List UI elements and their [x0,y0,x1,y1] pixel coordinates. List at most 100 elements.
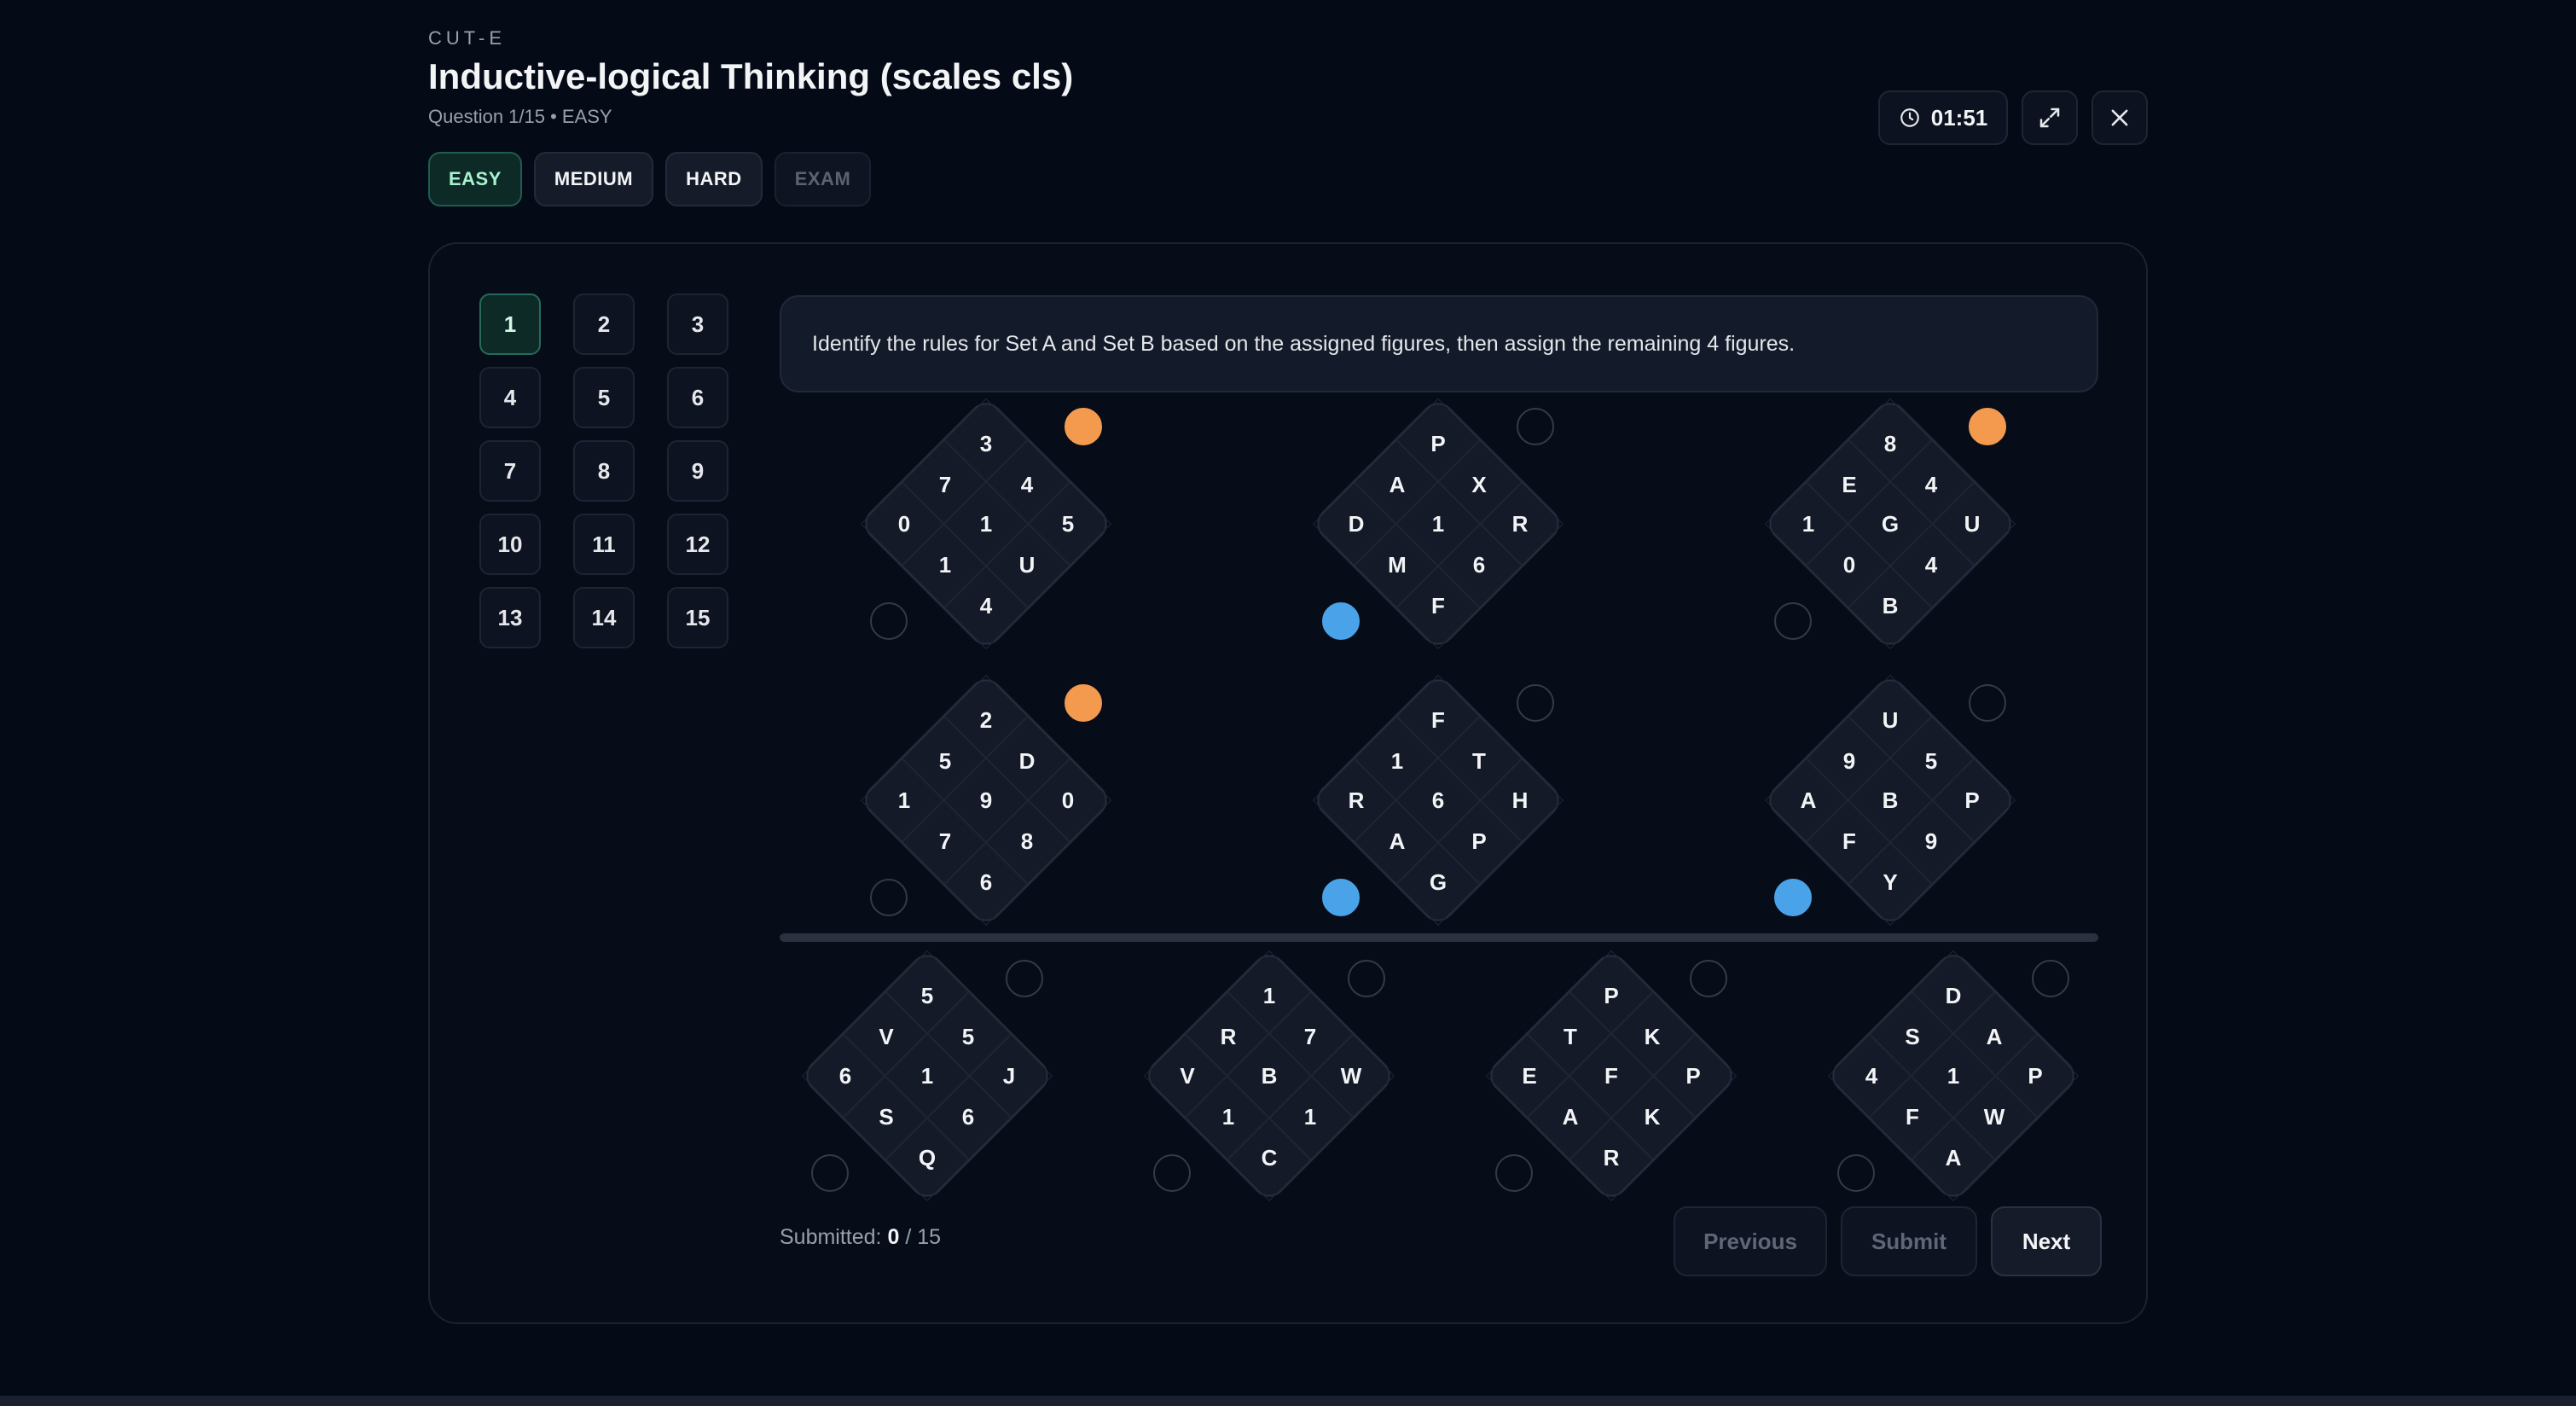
question-button-12[interactable]: 12 [667,514,728,575]
figure-symbol: D [1018,747,1036,774]
submitted-total: / 15 [905,1225,942,1249]
difficulty-tabs: EASY MEDIUM HARD EXAM [428,152,872,206]
tab-medium[interactable]: MEDIUM [533,152,654,206]
question-button-11[interactable]: 11 [573,514,635,575]
figure-symbol: 5 [961,1023,975,1049]
fullscreen-button[interactable] [2022,90,2078,145]
question-button-2[interactable]: 2 [573,293,635,355]
set-b-marker[interactable] [1837,1154,1875,1192]
figure-symbol: 5 [1061,510,1075,537]
question-button-14[interactable]: 14 [573,587,635,648]
question-button-3[interactable]: 3 [667,293,728,355]
page-title: Inductive-logical Thinking (scales cls) [428,56,1074,96]
set-a-marker[interactable] [1969,408,2006,445]
set-a-marker[interactable] [1690,960,1727,997]
figure-symbol: 2 [979,706,993,733]
navigation-buttons: Previous Submit Next [1674,1206,2102,1276]
figure-symbol: R [1511,510,1529,537]
figure-symbol: 1 [920,1062,934,1089]
figure-symbol: Y [1883,869,1898,895]
clock-icon [1900,108,1919,127]
submit-button[interactable]: Submit [1841,1206,1977,1276]
figure-symbol: G [1429,869,1448,895]
figure-symbol: 7 [938,471,952,497]
previous-button[interactable]: Previous [1674,1206,1827,1276]
set-b-marker[interactable] [870,602,908,640]
figure-symbol: 9 [1924,828,1938,854]
question-button-7[interactable]: 7 [479,440,541,502]
next-button[interactable]: Next [1991,1206,2102,1276]
set-a-marker[interactable] [1348,960,1385,997]
submitted-count: 0 [887,1225,900,1249]
figure-symbol: 8 [1883,430,1897,456]
figure-symbol: F [1604,1062,1618,1089]
question-button-1[interactable]: 1 [479,293,541,355]
set-b-marker[interactable] [1774,602,1812,640]
figure-symbol: V [879,1023,894,1049]
question-button-4[interactable]: 4 [479,367,541,428]
set-b-marker[interactable] [811,1154,849,1192]
figure-symbol: F [1906,1103,1919,1130]
figure-symbol: A [1986,1023,2003,1049]
set-b-marker[interactable] [1153,1154,1191,1192]
figure-symbol: 5 [938,747,952,774]
figure-symbol: P [1430,430,1446,456]
set-b-marker[interactable] [1495,1154,1533,1192]
question-button-9[interactable]: 9 [667,440,728,502]
question-button-10[interactable]: 10 [479,514,541,575]
figure-symbol: A [1389,828,1406,854]
figure-symbol: W [1983,1103,2005,1130]
figure-symbol: R [1348,787,1365,813]
figure-symbol: T [1472,747,1486,774]
close-button[interactable] [2092,90,2148,145]
figure-symbol: 9 [979,787,993,813]
question-button-13[interactable]: 13 [479,587,541,648]
figure-symbol: 4 [1865,1062,1878,1089]
set-b-marker[interactable] [1322,879,1360,916]
bottom-bar [0,1396,2576,1406]
figure-symbol: 0 [1842,551,1856,578]
set-a-marker[interactable] [1065,684,1102,722]
top-controls: 01:51 [1878,90,2148,145]
tab-hard[interactable]: HARD [665,152,763,206]
figure-symbol: U [1964,510,1981,537]
figure-symbol: 1 [1303,1103,1317,1130]
set-a-marker[interactable] [1065,408,1102,445]
figure-symbol: C [1261,1144,1278,1171]
figure-symbol: 6 [1431,787,1445,813]
figure-symbol: 6 [838,1062,852,1089]
set-b-marker[interactable] [1774,879,1812,916]
set-a-marker[interactable] [1006,960,1043,997]
header: CUT-E Inductive-logical Thinking (scales… [428,27,1073,128]
figure-symbol: B [1882,787,1899,813]
set-b-marker[interactable] [1322,602,1360,640]
set-b-marker[interactable] [870,879,908,916]
set-a-marker[interactable] [1517,408,1554,445]
question-button-5[interactable]: 5 [573,367,635,428]
question-button-8[interactable]: 8 [573,440,635,502]
set-a-marker[interactable] [1969,684,2006,722]
timer-value: 01:51 [1930,104,1988,131]
question-button-15[interactable]: 15 [667,587,728,648]
question-button-6[interactable]: 6 [667,367,728,428]
tab-easy[interactable]: EASY [428,152,522,206]
figure-symbol: 7 [938,828,952,854]
figure-symbol: Q [918,1144,937,1171]
figure-symbol: P [1471,828,1487,854]
figure-symbol: F [1431,706,1445,733]
set-a-marker[interactable] [1517,684,1554,722]
set-a-marker[interactable] [2032,960,2069,997]
figure-symbol: S [1905,1023,1920,1049]
figure-symbol: D [1945,982,1962,1008]
